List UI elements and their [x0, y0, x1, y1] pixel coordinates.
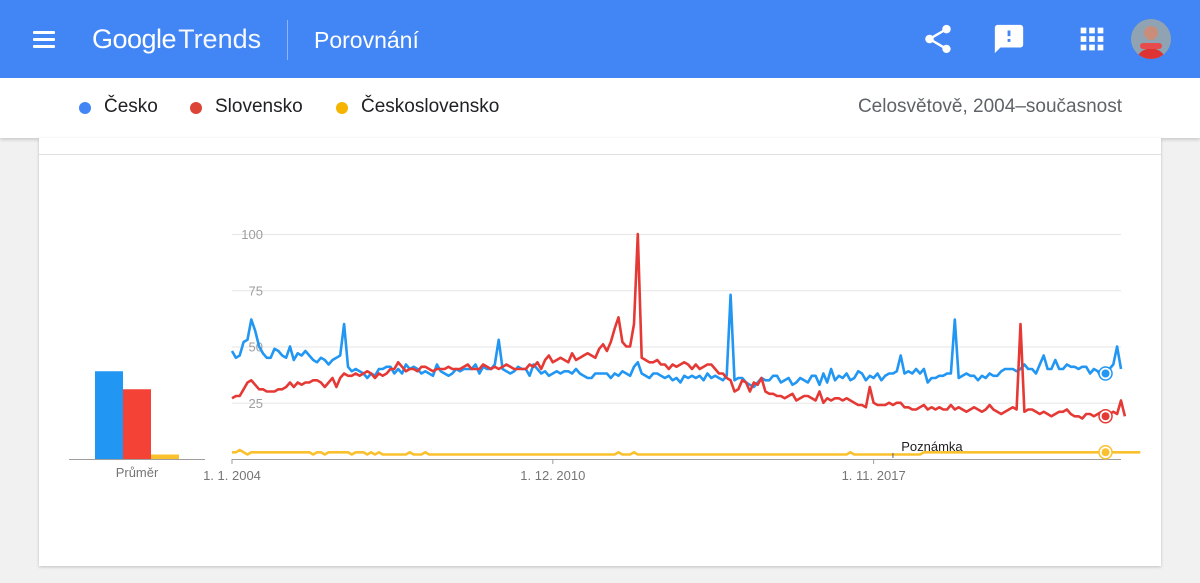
average-bar-2: [123, 389, 151, 459]
term-bar: Česko Slovensko Československo Celosvěto…: [0, 78, 1200, 138]
y-tick-label: 100: [241, 227, 263, 242]
logo-google-text: Google: [92, 24, 177, 54]
series-line-3: [232, 448, 1141, 456]
logo-trends-text: Trends: [178, 24, 262, 54]
note-annotation: Poznámka: [901, 439, 963, 454]
series-end-marker-dot: [1101, 412, 1110, 421]
series-line-2: [231, 232, 1127, 420]
app-bar: GoogleTrends Porovnání: [0, 0, 1200, 78]
card-divider: [39, 154, 1161, 155]
y-tick-label: 75: [249, 283, 263, 298]
term-color-dot: [336, 102, 348, 114]
feedback-icon[interactable]: [992, 22, 1026, 56]
term-color-dot: [190, 102, 202, 114]
share-icon[interactable]: [921, 22, 955, 56]
series-end-marker-dot: [1101, 369, 1110, 378]
y-tick-label: 25: [249, 396, 263, 411]
term-label: Československo: [361, 96, 500, 117]
x-tick-label: 1. 11. 2017: [842, 468, 906, 483]
term-label: Slovensko: [215, 96, 303, 117]
term-label: Česko: [104, 96, 158, 117]
series-line-1: [230, 293, 1123, 389]
interest-over-time-card: Průměr 25 50 75 100 1. 1. 2004 1. 12. 2010 1. 1…: [39, 138, 1161, 566]
menu-icon[interactable]: [30, 28, 58, 50]
x-tick-label: 1. 12. 2010: [520, 468, 585, 483]
google-trends-logo[interactable]: GoogleTrends: [92, 21, 261, 57]
apps-icon[interactable]: [1075, 22, 1109, 56]
page-title: Porovnání: [314, 27, 419, 53]
avatar[interactable]: [1131, 19, 1171, 59]
average-label: Průměr: [116, 465, 159, 480]
region-time-filter[interactable]: Celosvětově, 2004–současnost: [857, 96, 1122, 117]
x-tick-label: 1. 1. 2004: [203, 468, 261, 483]
series-end-marker-dot: [1101, 448, 1110, 457]
average-bar-1: [95, 371, 123, 459]
average-bar-3: [151, 454, 179, 459]
header-divider: [287, 20, 288, 60]
term-color-dot: [79, 102, 91, 114]
